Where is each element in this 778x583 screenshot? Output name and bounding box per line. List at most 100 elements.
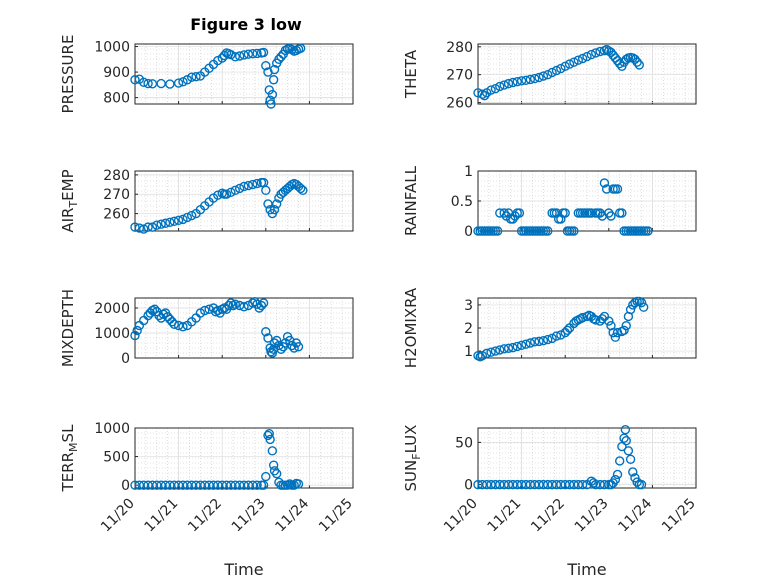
y-axis-label: AIRTEMP [59,169,80,232]
data-point [178,322,188,332]
y-axis-label: RAINFALL [402,165,420,236]
data-point [269,466,280,476]
data-point [490,346,501,356]
data-point [625,454,636,464]
axes-box [134,427,354,489]
data-point [230,299,240,309]
data-point [619,325,629,336]
data-point [149,304,160,314]
data-point [258,298,269,308]
data-point [612,469,623,480]
data-point [636,479,647,490]
y-tick-label: 0 [464,224,473,240]
data-point [173,78,184,88]
data-point [289,343,299,353]
data-point [591,315,601,325]
x-tick-label: 11/23 [229,496,269,536]
data-point [612,184,623,194]
data-point [473,479,483,490]
data-point [169,319,179,329]
data-point [226,50,236,60]
data-point [258,480,269,490]
data-point [165,79,175,89]
data-point [252,48,262,59]
minor-grid [478,428,696,488]
data-point [621,320,631,331]
y-tick-label: 0 [121,478,130,494]
data-point [267,446,278,456]
minor-grid [135,171,353,231]
data-point [495,479,505,490]
data-point [191,480,201,490]
data-point [261,327,271,337]
data-point [147,222,158,232]
x-axis-label: Time [566,560,606,579]
data-point [573,479,583,490]
data-point [643,226,653,236]
data-point [564,59,575,69]
data-point [564,479,575,490]
data-point [130,75,140,85]
data-point [601,184,612,194]
data-point [551,479,562,490]
data-point [556,63,566,74]
data-point [226,187,236,197]
data-point [586,49,597,60]
data-point [534,72,544,83]
data-point [272,199,282,209]
data-point [525,74,536,85]
data-point [143,78,153,89]
y-tick-label: 270 [446,68,473,84]
data-point [243,49,254,59]
y-tick-label: 1000 [94,421,130,437]
data-point [588,478,599,488]
data-point [143,222,153,232]
data-point [200,305,210,316]
data-point [612,327,623,338]
data-point [625,304,636,315]
data-point [608,327,618,338]
data-point [230,52,240,62]
data-point [243,480,254,490]
y-tick-label: 2000 [94,301,130,317]
x-tick-label: 11/24 [272,495,312,535]
data-point [234,183,245,194]
y-tick-label: 280 [103,168,130,184]
data-point [269,205,280,215]
data-point [258,47,269,58]
y-tick-label: 280 [446,40,473,56]
axes-box [477,297,697,359]
data-point [516,479,527,490]
data-point [293,479,304,489]
data-point [264,429,274,439]
data-point [595,479,605,490]
data-point [499,479,509,490]
data-point [272,469,282,479]
data-point [543,226,553,236]
data-point [521,75,531,85]
data-point [569,226,579,236]
data-point [204,480,214,490]
minor-grid [135,428,353,488]
axes-box [134,170,354,232]
y-axis-label: PRESSURE [59,35,77,114]
data-point [195,480,206,490]
data-point [230,480,240,490]
data-point [610,474,621,485]
data-point [638,302,649,312]
data-point [543,334,553,345]
data-point [268,75,279,85]
y-tick-label: 0 [464,478,473,494]
data-point [143,480,153,490]
data-point [178,480,188,490]
data-point [252,480,262,490]
data-point [287,44,297,55]
data-point [160,480,171,490]
axes-box [477,43,697,105]
data-point [263,333,273,343]
data-point [486,85,496,95]
data-point [139,224,149,234]
data-point [289,480,299,490]
subplot-theta: 260 270 280 THETA [402,40,697,112]
y-tick-label: 1000 [94,326,130,342]
